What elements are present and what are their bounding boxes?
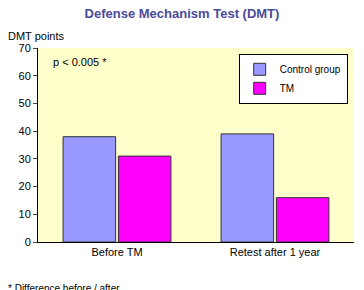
svg-text:Defense Mechanism Test (DMT): Defense Mechanism Test (DMT) [85, 6, 280, 21]
svg-text:p < 0.005 *: p < 0.005 * [53, 56, 107, 68]
svg-text:10: 10 [19, 208, 31, 220]
svg-text:40: 40 [19, 125, 31, 137]
svg-text:70: 70 [19, 42, 31, 54]
svg-text:0: 0 [25, 236, 31, 248]
svg-text:30: 30 [19, 153, 31, 165]
svg-text:20: 20 [19, 180, 31, 192]
svg-text:50: 50 [19, 97, 31, 109]
svg-text:* Difference before / after: * Difference before / after [8, 283, 120, 290]
svg-text:Before TM: Before TM [91, 246, 142, 258]
svg-text:Retest after 1 year: Retest after 1 year [230, 246, 321, 258]
svg-text:DMT points: DMT points [8, 30, 65, 42]
svg-text:TM: TM [280, 83, 294, 94]
svg-text:Control group: Control group [280, 64, 341, 75]
svg-text:60: 60 [19, 70, 31, 82]
